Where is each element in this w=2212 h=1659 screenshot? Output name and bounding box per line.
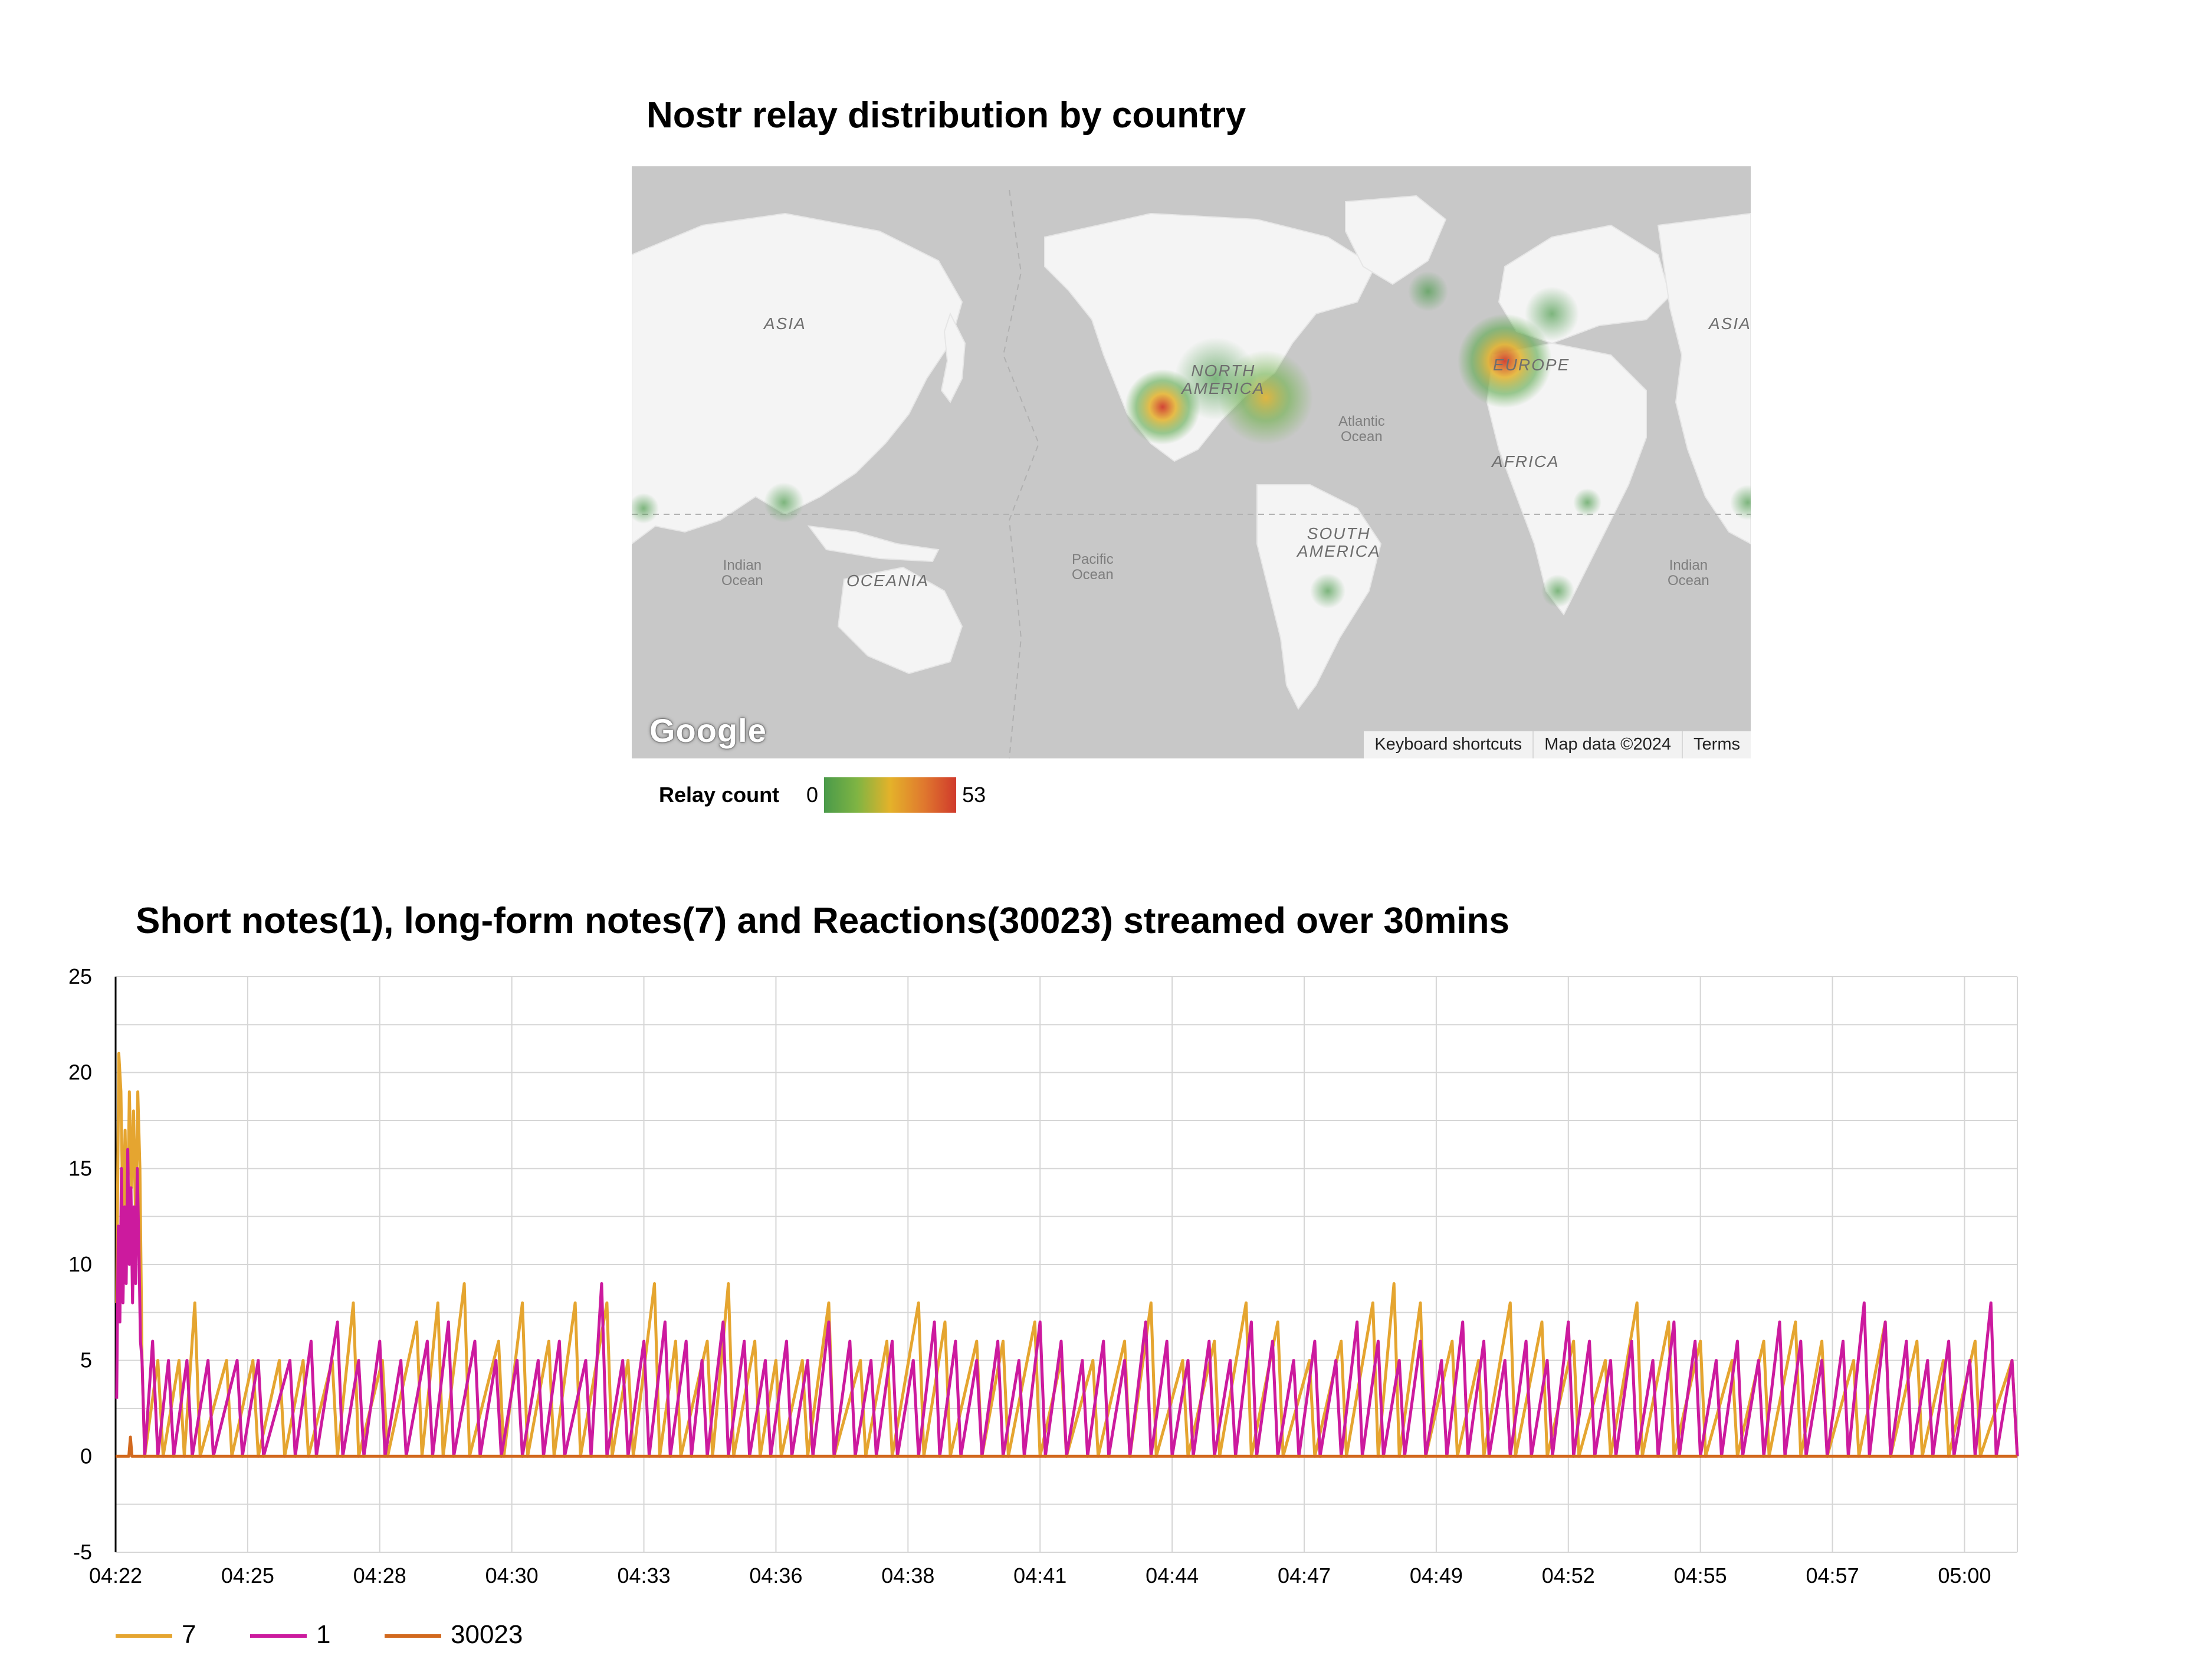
legend-label: Relay count <box>659 783 780 807</box>
label-south: SOUTH <box>1307 524 1371 543</box>
heat-india <box>764 482 804 523</box>
legend-gradient-bar <box>824 777 957 813</box>
keyboard-shortcuts-link[interactable]: Keyboard shortcuts <box>1374 735 1522 754</box>
label-indian-right-1: Indian <box>1669 557 1708 573</box>
y-tick-label: 0 <box>80 1444 92 1468</box>
x-tick-label: 04:44 <box>1146 1563 1199 1588</box>
legend-label-30023[interactable]: 30023 <box>451 1620 523 1649</box>
label-atlantic-ocean: Atlantic Ocean <box>1338 414 1385 445</box>
land-asia-right <box>1657 212 1751 545</box>
label-indian-right-2: Ocean <box>1668 573 1709 589</box>
land-masses <box>632 195 1751 710</box>
google-logo[interactable]: Google <box>649 712 767 749</box>
label-america-s: AMERICA <box>1297 542 1381 560</box>
y-tick-label: 15 <box>68 1156 92 1180</box>
label-america: AMERICA <box>1182 379 1265 397</box>
x-tick-label: 04:57 <box>1806 1563 1859 1588</box>
heat-europe <box>1458 314 1552 408</box>
y-tick-label: -5 <box>73 1540 92 1564</box>
label-pacific-2: Ocean <box>1072 567 1114 583</box>
chart-axes: 25 20 15 10 5 0 -504:22 04:25 04:28 04:30 04:33 04:… <box>68 964 1991 1588</box>
x-tick-label: 04:55 <box>1674 1563 1727 1588</box>
terms-link[interactable]: Terms <box>1682 731 1751 758</box>
land-indonesia <box>807 525 940 563</box>
world-map-canvas[interactable] <box>632 166 1751 758</box>
label-pacific-ocean: Pacific Ocean <box>1072 552 1114 583</box>
heat-blobs <box>632 271 1751 609</box>
label-indian-ocean-left: Indian Ocean <box>721 558 763 589</box>
map-attribution-bar: Keyboard shortcuts Map data ©2024 Terms <box>1364 731 1751 758</box>
label-south-america: SOUTH AMERICA <box>1297 525 1381 560</box>
x-tick-label: 04:52 <box>1542 1563 1595 1588</box>
heat-india-left <box>632 493 659 524</box>
land-oceania <box>837 566 963 675</box>
y-tick-label: 10 <box>68 1252 92 1276</box>
x-tick-label: 04:33 <box>618 1563 671 1588</box>
legend-label-1[interactable]: 1 <box>316 1620 330 1649</box>
label-pacific-1: Pacific <box>1072 551 1114 567</box>
label-asia-left: ASIA <box>764 314 806 333</box>
y-tick-label: 5 <box>80 1348 92 1372</box>
heat-scandinavia <box>1525 287 1579 341</box>
x-tick-label: 04:49 <box>1410 1563 1463 1588</box>
label-north: NORTH <box>1191 362 1256 380</box>
relay-geo-map[interactable]: ASIA ASIA NORTH AMERICA EUROPE AFRICA SO… <box>632 166 1751 758</box>
label-north-america: NORTH AMERICA <box>1182 362 1265 397</box>
label-indian-left-1: Indian <box>723 557 762 573</box>
chart-title: Short notes(1), long-form notes(7) and R… <box>136 901 1509 941</box>
map-data-text: Map data ©2024 <box>1532 731 1682 758</box>
chart-legend: 7 1 30023 <box>116 1620 523 1649</box>
map-color-legend: Relay count 0 53 <box>659 777 986 813</box>
land-africa <box>1486 342 1647 616</box>
legend-label-7[interactable]: 7 <box>182 1620 196 1649</box>
y-tick-label: 20 <box>68 1060 92 1085</box>
x-tick-label: 04:28 <box>353 1563 406 1588</box>
map-title: Nostr relay distribution by country <box>646 95 1246 136</box>
label-oceania: OCEANIA <box>846 571 930 590</box>
x-tick-label: 04:36 <box>749 1563 802 1588</box>
heat-south-africa <box>1541 574 1574 607</box>
events-line-chart[interactable]: 25 20 15 10 5 0 -504:22 04:25 04:28 04:30 04:33 04:… <box>0 944 2212 1659</box>
heat-iceland <box>1408 271 1448 311</box>
x-tick-label: 04:47 <box>1278 1563 1331 1588</box>
x-tick-label: 04:41 <box>1013 1563 1066 1588</box>
x-tick-label: 04:30 <box>485 1563 539 1588</box>
label-asia-right: ASIA <box>1709 314 1751 333</box>
heat-east-africa <box>1573 488 1601 517</box>
x-tick-label: 04:22 <box>89 1563 142 1588</box>
heat-us-central <box>1174 337 1257 420</box>
label-atlantic-2: Ocean <box>1340 429 1383 445</box>
land-japan <box>940 312 966 403</box>
legend-min: 0 <box>806 783 819 807</box>
land-asia-left <box>632 212 963 545</box>
legend-max: 53 <box>962 783 986 807</box>
land-north-america <box>1044 212 1376 462</box>
heat-se-asia-right <box>1730 485 1751 520</box>
label-atlantic-1: Atlantic <box>1338 413 1385 429</box>
label-indian-left-2: Ocean <box>721 573 763 589</box>
series-line-1[interactable] <box>115 1148 2019 1458</box>
series-line-30023[interactable] <box>116 1435 2017 1458</box>
label-indian-ocean-right: Indian Ocean <box>1668 558 1709 589</box>
x-tick-label: 05:00 <box>1938 1563 1991 1588</box>
x-tick-label: 04:25 <box>221 1563 274 1588</box>
chart-series <box>115 1052 2019 1458</box>
label-africa: AFRICA <box>1492 452 1560 471</box>
land-greenland <box>1345 195 1447 285</box>
y-tick-label: 25 <box>68 964 92 988</box>
chart-grid <box>115 976 2018 1553</box>
label-europe: EUROPE <box>1493 356 1570 374</box>
x-tick-label: 04:38 <box>881 1563 934 1588</box>
heat-brazil <box>1310 573 1345 609</box>
